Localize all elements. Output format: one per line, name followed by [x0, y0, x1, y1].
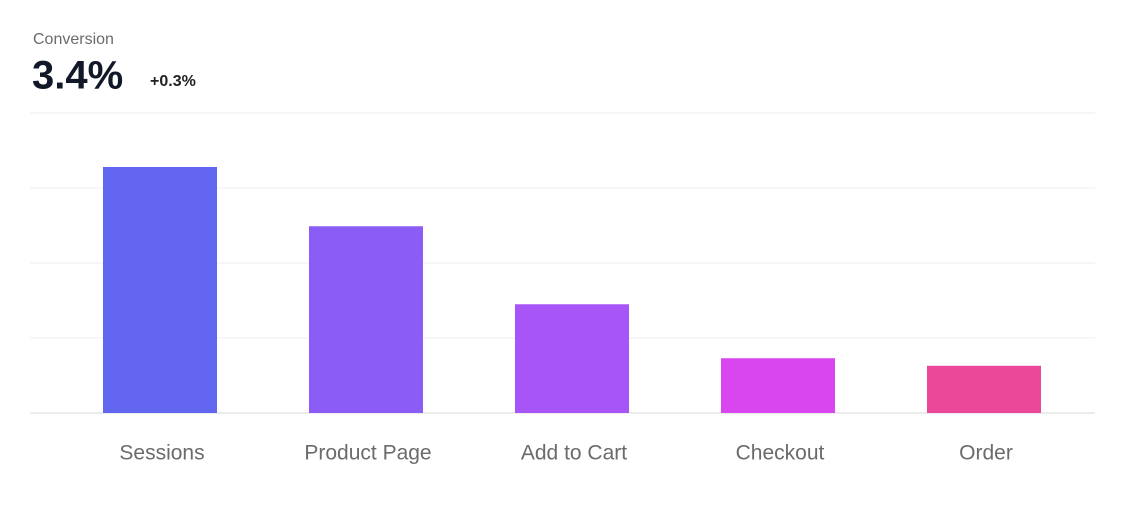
kpi-value: 3.4% — [32, 54, 123, 98]
chart-title: Conversion — [33, 31, 114, 48]
x-tick-label: Product Page — [304, 442, 431, 465]
x-tick-label: Checkout — [736, 442, 825, 465]
bar — [103, 167, 217, 413]
bar — [721, 358, 835, 413]
x-tick-label: Sessions — [119, 442, 204, 465]
x-tick-label: Add to Cart — [521, 442, 627, 465]
bar — [309, 226, 423, 413]
bar — [515, 304, 629, 413]
bar — [927, 365, 1041, 413]
x-tick-label: Order — [959, 442, 1013, 465]
kpi-change: +0.3% — [150, 73, 196, 90]
